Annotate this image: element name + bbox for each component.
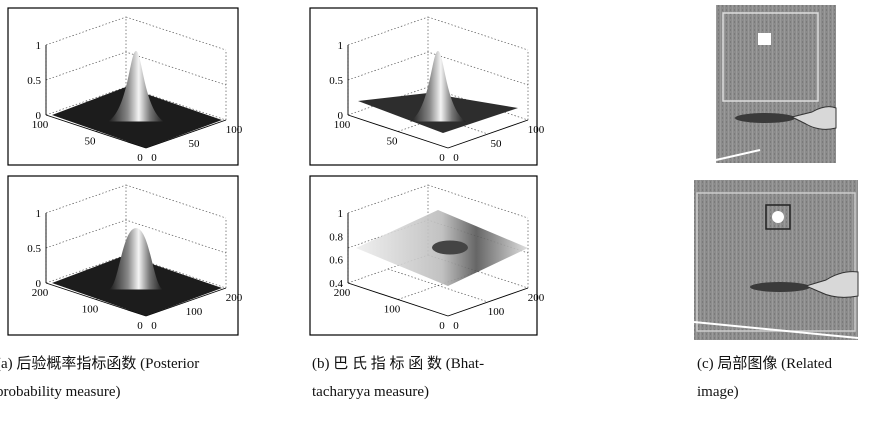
x-tick-label: 0	[151, 320, 157, 332]
axis-line	[447, 287, 529, 317]
z-tick-label: 0	[338, 110, 344, 122]
caption: (a) 后验概率指标函数 (Posterior	[0, 355, 199, 372]
x-tick-label: 100	[528, 124, 545, 136]
z-tick-label: 0.6	[329, 255, 343, 267]
x-tick-label: 200	[226, 292, 243, 304]
y-tick-label: 100	[384, 304, 401, 316]
grid-line	[45, 219, 227, 254]
surface	[432, 240, 468, 255]
x-tick-label: 100	[488, 306, 505, 318]
z-tick-label: 1	[338, 208, 344, 220]
z-tick-label: 0.5	[27, 75, 41, 87]
surface	[109, 228, 163, 290]
grid-line	[347, 184, 429, 214]
axis-line	[347, 114, 449, 149]
z-tick-label: 1	[338, 40, 344, 52]
caption: (b) 巴 氏 指 标 函 数 (Bhat-	[312, 355, 484, 372]
grid-line	[45, 51, 227, 86]
x-tick-label: 0	[453, 320, 459, 332]
grid-line	[427, 184, 529, 219]
y-tick-label: 0	[439, 152, 445, 164]
y-tick-label: 100	[82, 304, 99, 316]
y-tick-label: 50	[85, 136, 97, 148]
surface	[108, 51, 164, 122]
z-tick-label: 0.5	[329, 75, 343, 87]
x-tick-label: 100	[186, 306, 203, 318]
axis-line	[145, 119, 227, 149]
z-tick-label: 0.5	[27, 243, 41, 255]
axis-line	[45, 282, 147, 317]
axis-line	[447, 119, 529, 149]
x-tick-label: 0	[453, 152, 459, 164]
axis-line	[145, 287, 227, 317]
z-tick-label: 0.4	[329, 278, 343, 290]
related-image-top	[715, 5, 837, 163]
grid-line	[347, 51, 529, 86]
y-tick-label: 200	[334, 287, 351, 299]
y-tick-label: 50	[387, 136, 399, 148]
grid-line	[347, 16, 429, 46]
grid-line	[427, 16, 529, 51]
axis-line	[347, 282, 449, 317]
surface	[410, 51, 466, 122]
y-tick-label: 100	[334, 119, 351, 131]
related-image-bottom	[693, 180, 859, 340]
z-tick-label: 0	[36, 110, 42, 122]
y-tick-label: 100	[32, 119, 49, 131]
x-tick-label: 0	[151, 152, 157, 164]
grid-line	[125, 16, 227, 51]
x-tick-label: 50	[491, 138, 503, 150]
z-tick-label: 1	[36, 40, 42, 52]
y-tick-label: 0	[137, 320, 143, 332]
caption: probability measure)	[0, 384, 121, 400]
axis-line	[45, 114, 147, 149]
y-tick-label: 0	[137, 152, 143, 164]
x-tick-label: 50	[189, 138, 201, 150]
caption: tacharyya measure)	[312, 384, 429, 400]
z-tick-label: 0	[36, 278, 42, 290]
grid-line	[45, 184, 127, 214]
y-tick-label: 200	[32, 287, 49, 299]
plot-frame	[309, 7, 538, 166]
y-tick-label: 0	[439, 320, 445, 332]
grid-line	[45, 16, 127, 46]
z-tick-label: 1	[36, 208, 42, 220]
x-tick-label: 200	[528, 292, 545, 304]
caption: image)	[697, 384, 739, 400]
z-tick-label: 0.8	[329, 231, 343, 243]
x-tick-label: 100	[226, 124, 243, 136]
grid-line	[125, 184, 227, 219]
plot-frame	[7, 7, 239, 166]
caption: (c) 局部图像 (Related	[697, 355, 832, 372]
